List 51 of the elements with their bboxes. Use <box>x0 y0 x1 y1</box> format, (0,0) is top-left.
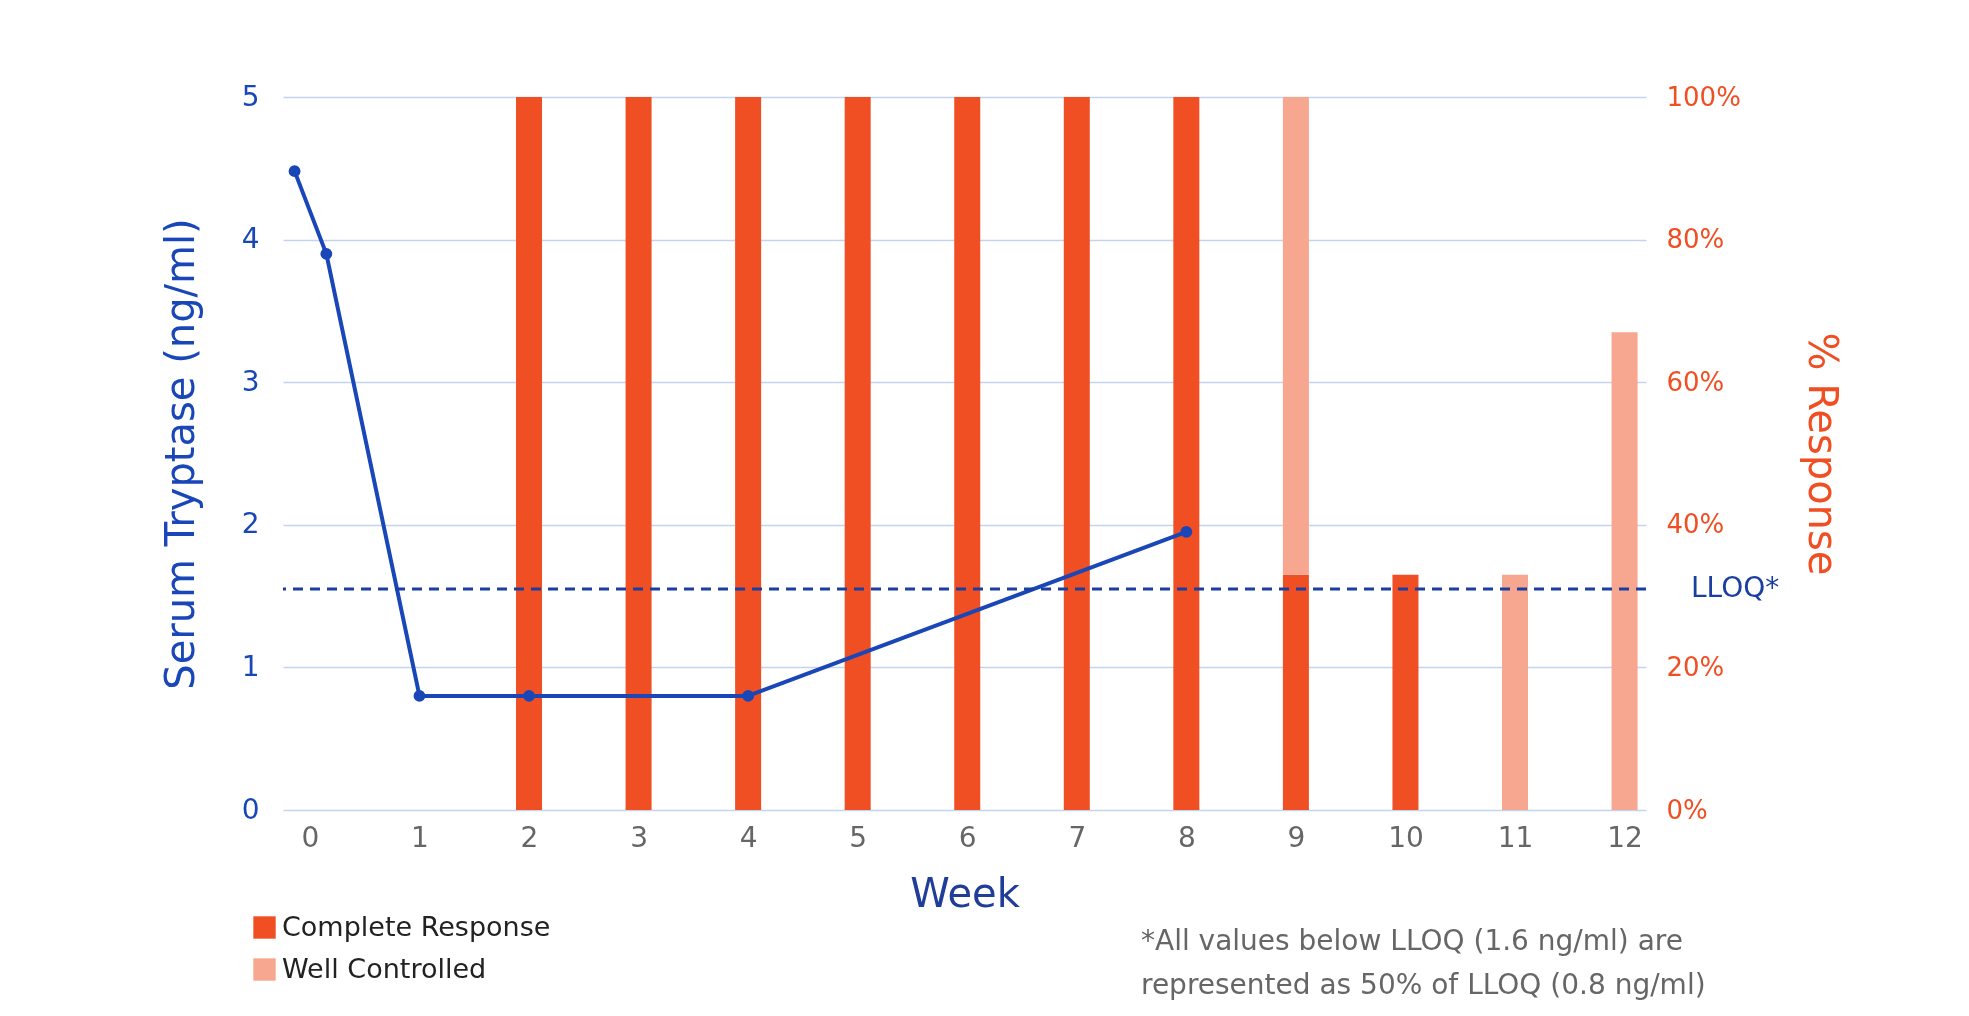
x-tick-label: 2 <box>520 820 539 854</box>
y-tick-label: 4 <box>241 222 260 256</box>
y-tick-label: 2 <box>241 507 260 541</box>
x-tick-label: 1 <box>411 820 429 854</box>
y-tick-label: 1 <box>241 649 260 683</box>
y-axis-title: Serum Tryptase (ng/ml) <box>156 218 203 690</box>
bar <box>1611 332 1638 810</box>
y2-axis-title: % Response <box>1799 332 1846 576</box>
legend-label: Complete Response <box>282 910 551 942</box>
legend-label: Well Controlled <box>282 952 487 984</box>
x-tick-label: 0 <box>301 820 320 854</box>
point <box>742 690 755 702</box>
y-tick-label: 0 <box>241 792 260 826</box>
bar <box>844 97 871 810</box>
point <box>288 165 301 178</box>
y2-tick-label: 40% <box>1666 509 1725 540</box>
text: represented as 50% of LLOQ (0.8 ng/ml) <box>1141 968 1706 1001</box>
bar <box>954 97 981 810</box>
y2-tick-label: 80% <box>1666 224 1725 255</box>
bar <box>625 97 652 810</box>
x-tick-label: 9 <box>1287 820 1306 854</box>
bar <box>735 97 762 810</box>
y-tick-label: 3 <box>241 364 260 398</box>
x-tick-label: 3 <box>630 820 648 854</box>
x-tick-label: 6 <box>958 820 977 854</box>
point <box>413 690 426 702</box>
y2-tick-label: 100% <box>1666 81 1741 112</box>
x-axis-title: Week <box>910 869 1021 916</box>
point <box>1180 526 1193 538</box>
x-tick-label: 10 <box>1388 820 1424 854</box>
x-tick-label: 12 <box>1607 820 1643 854</box>
x-tick-label: 8 <box>1177 820 1196 854</box>
ref-line-label: LLOQ* <box>1691 570 1780 604</box>
bar <box>1173 97 1200 810</box>
bar <box>1502 574 1529 810</box>
x-tick-label: 11 <box>1497 820 1534 854</box>
x-tick-label: 7 <box>1068 820 1087 854</box>
text: *All values below LLOQ (1.6 ng/ml) are <box>1141 924 1683 957</box>
y2-tick-label: 60% <box>1666 366 1725 397</box>
bar <box>516 97 543 810</box>
y2-tick-label: 20% <box>1666 651 1725 682</box>
y-tick-label: 5 <box>241 79 260 113</box>
point <box>523 690 535 702</box>
x-tick-label: 5 <box>849 820 868 854</box>
point <box>320 247 333 260</box>
bar <box>1063 97 1090 810</box>
bar <box>1392 574 1419 810</box>
bar <box>1282 97 1309 575</box>
x-tick-label: 4 <box>739 820 758 854</box>
bar <box>1282 574 1309 810</box>
y2-tick-label: 0% <box>1666 794 1708 825</box>
